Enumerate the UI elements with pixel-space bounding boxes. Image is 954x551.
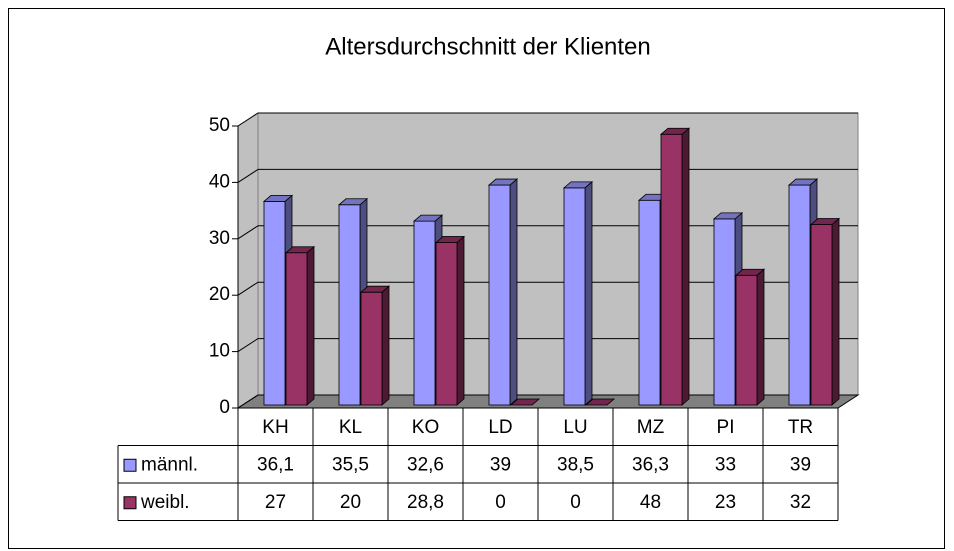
legend-swatch — [123, 496, 137, 510]
bar-front — [810, 224, 833, 406]
grid-line — [237, 112, 259, 127]
bar-side — [306, 245, 315, 406]
x-tick-label: LU — [563, 417, 587, 438]
bar-front — [735, 274, 758, 406]
legend-swatch — [123, 458, 137, 472]
legend-label: männl. — [141, 454, 198, 475]
table-value: 20 — [340, 492, 361, 513]
bar — [284, 245, 316, 406]
bar-top — [562, 181, 594, 189]
y-tick-label: 40 — [209, 171, 230, 192]
grid-line — [237, 225, 259, 240]
bar-front — [488, 184, 511, 406]
table-value: 28,8 — [407, 492, 444, 513]
x-tick-label: PI — [717, 417, 735, 438]
bar-front — [563, 187, 586, 406]
bar-front — [413, 220, 436, 406]
side-wall — [237, 112, 259, 409]
bar-top — [359, 285, 391, 293]
bar-top — [487, 178, 519, 186]
x-tick-label: KL — [339, 417, 362, 438]
bar-front — [360, 291, 383, 406]
table-value: 23 — [715, 492, 736, 513]
table-value: 32 — [790, 492, 811, 513]
grid-line — [237, 168, 259, 183]
table-value: 27 — [265, 492, 286, 513]
y-tick-label: 30 — [209, 228, 230, 249]
chart-title: Altersdurchschnitt der Klienten — [325, 33, 651, 60]
bar-top — [434, 236, 466, 243]
y-tick-label: 50 — [209, 115, 230, 136]
bar-front — [638, 199, 661, 406]
table-value: 0 — [495, 492, 506, 513]
bar-side — [681, 127, 690, 406]
x-tick-label: MZ — [637, 417, 665, 438]
bar-side — [456, 235, 465, 406]
y-tick-label: 0 — [219, 397, 230, 418]
table-value: 39 — [490, 454, 511, 475]
grid-line — [237, 394, 259, 409]
y-tick-label: 10 — [209, 341, 230, 362]
bar-front — [788, 184, 811, 406]
x-tick-label: KH — [262, 417, 288, 438]
bar-side — [509, 178, 518, 406]
bar-side — [756, 268, 765, 406]
bar-side — [831, 217, 840, 406]
table-value: 36,1 — [257, 454, 294, 475]
table-value: 35,5 — [332, 454, 369, 475]
legend-label: weibl. — [140, 492, 190, 513]
y-tick-label: 20 — [209, 284, 230, 305]
bar-top — [734, 268, 766, 276]
bar — [734, 268, 766, 406]
table-value: 48 — [640, 492, 661, 513]
table-value: 36,3 — [632, 454, 669, 475]
bar-top — [509, 398, 541, 406]
bar — [659, 127, 691, 406]
bar-top — [787, 178, 819, 186]
bar-front — [713, 218, 736, 406]
bar — [584, 398, 616, 406]
bar-front — [338, 204, 361, 406]
bar-top — [284, 246, 316, 254]
bar-top — [412, 214, 444, 222]
bar-front — [435, 242, 458, 406]
x-tick-label: TR — [788, 417, 813, 438]
bar-side — [584, 180, 593, 406]
bar-top — [659, 127, 691, 135]
bar-front — [285, 252, 308, 406]
table-value: 33 — [715, 454, 736, 475]
bar-top — [262, 194, 294, 202]
grid-line — [237, 281, 259, 296]
table-value: 0 — [570, 492, 581, 513]
bar — [809, 217, 841, 406]
bar-front — [660, 133, 683, 406]
table-value: 39 — [790, 454, 811, 475]
x-tick-label: LD — [488, 417, 512, 438]
bar-top — [712, 212, 744, 220]
bar-front — [263, 200, 286, 406]
bar-side — [381, 285, 390, 406]
bar — [509, 398, 541, 406]
bar-top — [337, 198, 369, 206]
bar — [487, 178, 519, 406]
bar — [562, 180, 594, 406]
floor — [236, 394, 860, 409]
bar-top — [809, 218, 841, 225]
table-value: 32,6 — [407, 454, 444, 475]
bar — [434, 235, 466, 406]
bar-top — [584, 398, 616, 406]
grid-line — [237, 338, 259, 353]
bar — [359, 285, 391, 406]
table-value: 38,5 — [557, 454, 594, 475]
x-tick-label: KO — [412, 417, 439, 438]
